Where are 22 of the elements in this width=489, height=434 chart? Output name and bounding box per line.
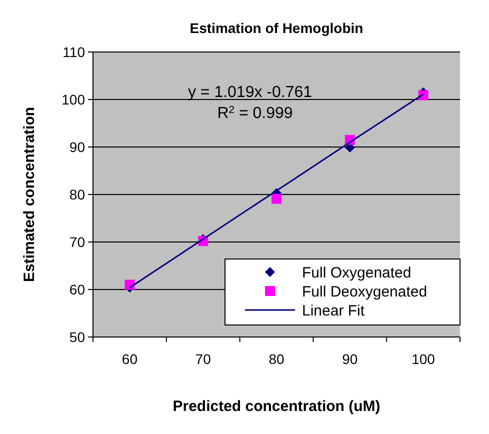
- y-tick-label: 60: [69, 281, 86, 298]
- legend-label: Full Deoxygenated: [302, 283, 428, 300]
- annotation: R$^{2}$ = 0.999: [217, 104, 293, 122]
- y-tick-label: 70: [69, 234, 86, 250]
- legend-label: Full Oxygenated: [302, 264, 412, 282]
- y-tick-label: 50: [69, 328, 86, 345]
- y-tick-label: 80: [69, 186, 86, 202]
- x-tick-label: 80: [268, 351, 284, 367]
- x-axis-title: Predicted concentration (uM): [172, 398, 380, 415]
- y-tick-label: 100: [62, 91, 86, 108]
- legend-label: Linear Fit: [302, 302, 366, 320]
- y-axis-title: Estimated concentration: [21, 106, 38, 282]
- x-tick-label: 60: [122, 351, 138, 367]
- x-tick-label: 100: [412, 351, 436, 367]
- y-tick-label: 90: [69, 138, 86, 155]
- point: [124, 280, 135, 290]
- x-tick-label: 70: [195, 351, 212, 367]
- point: [272, 194, 282, 204]
- point: [418, 90, 428, 100]
- chart-title: Estimation of Hemoglobin: [190, 20, 364, 36]
- x-tick-label: 90: [342, 351, 358, 367]
- y-tick-label: 110: [62, 44, 86, 60]
